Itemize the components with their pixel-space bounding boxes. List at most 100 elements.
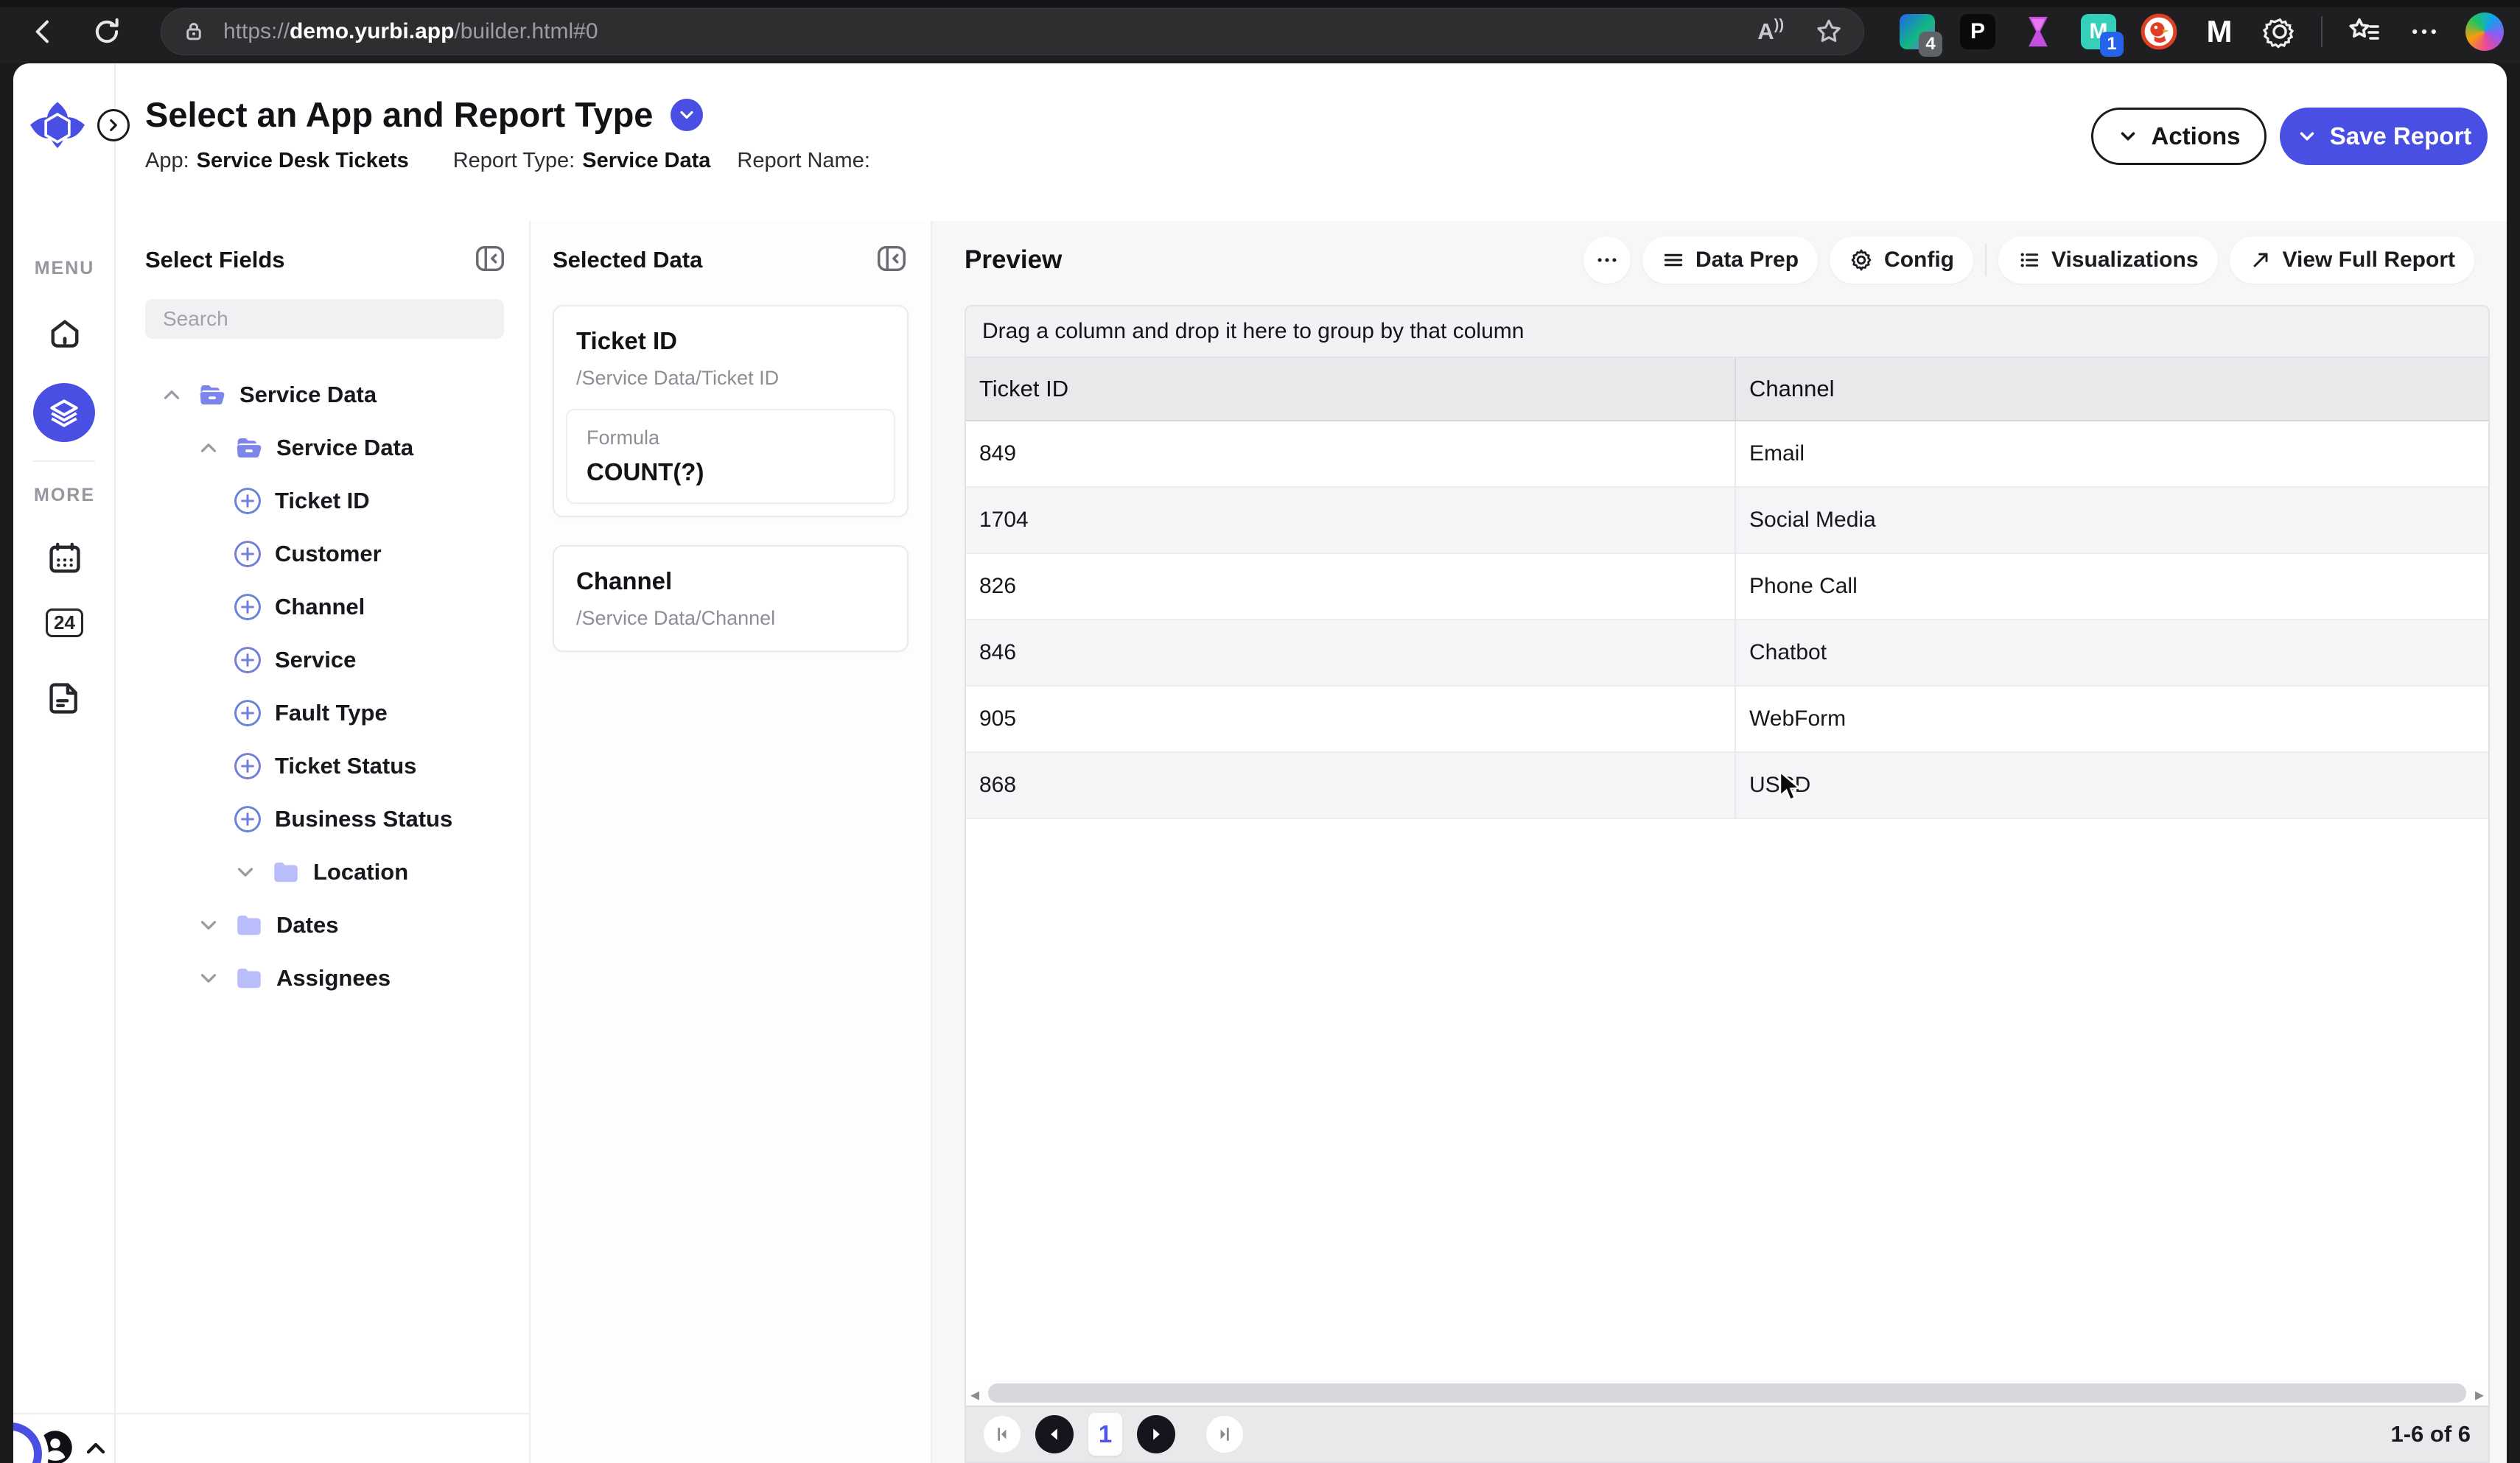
tree-item-fault-type[interactable]: Fault Type (132, 687, 507, 740)
plus-icon[interactable] (232, 804, 263, 835)
chevron-right-icon (110, 119, 117, 132)
mouse-cursor (1779, 771, 1802, 801)
tree-item-customer[interactable]: Customer (132, 527, 507, 580)
preview-grid: Drag a column and drop it here to group … (965, 305, 2490, 1463)
tree-item-business-status[interactable]: Business Status (132, 793, 507, 846)
collapse-panel-button[interactable] (473, 242, 507, 279)
plus-icon[interactable] (232, 645, 263, 676)
config-button[interactable]: Config (1830, 236, 1973, 284)
sidebar-item-reports[interactable] (13, 679, 116, 718)
tree-item-channel[interactable]: Channel (132, 580, 507, 634)
view-full-report-button[interactable]: View Full Report (2229, 236, 2474, 284)
column-header-channel[interactable]: Channel (1735, 358, 2488, 420)
favorites-list-icon[interactable] (2345, 13, 2383, 51)
tree-item-label: Ticket Status (275, 753, 417, 779)
visualizations-button[interactable]: Visualizations (1998, 236, 2218, 284)
actions-button[interactable]: Actions (2091, 108, 2267, 165)
plus-icon[interactable] (232, 698, 263, 729)
table-row[interactable]: 826 Phone Call (966, 554, 2488, 620)
selected-field-path: /Service Data/Channel (576, 607, 776, 629)
list-icon (2020, 253, 2039, 267)
plus-icon[interactable] (232, 592, 263, 622)
badge-24-icon: 24 (46, 608, 83, 637)
sidebar-item-home[interactable] (13, 315, 116, 354)
extension-m-icon[interactable]: M 1 (2079, 13, 2124, 57)
extension-malwarebytes-icon[interactable]: M (2206, 14, 2233, 49)
browser-refresh-button[interactable] (85, 10, 128, 53)
sidebar-item-builder-active[interactable] (33, 383, 95, 442)
sidebar-menu-label: MENU (34, 258, 95, 278)
tree-item-service-data[interactable]: Service Data (132, 421, 507, 474)
read-aloud-icon[interactable]: A)) (1757, 17, 1784, 44)
tree-item-label: Channel (275, 594, 365, 620)
chevron-up-icon[interactable] (195, 435, 222, 461)
save-report-button[interactable]: Save Report (2280, 108, 2488, 165)
tree-item-ticket-id[interactable]: Ticket ID (132, 474, 507, 527)
collapse-header-button[interactable] (97, 109, 130, 141)
tree-item-service[interactable]: Service (132, 634, 507, 687)
cell-ticket-id: 868 (979, 773, 1017, 797)
scrollbar-thumb[interactable] (988, 1383, 2466, 1403)
tree-item-label: Customer (275, 541, 382, 566)
more-options-button[interactable] (1583, 236, 1631, 284)
extension-badge: 4 (1919, 32, 1942, 57)
scroll-right-icon[interactable]: ▸ (2474, 1385, 2484, 1405)
table-row[interactable]: 1704 Social Media (966, 488, 2488, 554)
tree-item-service-data[interactable]: Service Data (132, 368, 507, 421)
table-row[interactable]: 905 WebForm (966, 687, 2488, 753)
lock-icon (186, 23, 201, 41)
extension-gradient-icon[interactable]: 4 (1898, 13, 1942, 57)
extension-gear-icon[interactable] (2261, 13, 2299, 51)
collapse-panel-button[interactable] (875, 242, 909, 279)
formula-box[interactable]: Formula COUNT(?) (566, 409, 895, 504)
previous-page-button[interactable] (1035, 1415, 1074, 1453)
preview-title: Preview (965, 245, 1063, 274)
extension-duck-icon[interactable] (2140, 13, 2178, 51)
chevron-up-icon[interactable] (158, 382, 185, 408)
sidebar-item-calendar[interactable] (13, 539, 116, 578)
sidebar-item-24hr[interactable]: 24 (13, 608, 116, 637)
copilot-icon[interactable] (2465, 13, 2504, 51)
scroll-left-icon[interactable]: ◂ (970, 1385, 980, 1405)
first-page-button[interactable] (984, 1416, 1021, 1453)
extension-p-icon[interactable]: P (1959, 13, 1997, 51)
tree-item-assignees[interactable]: Assignees (132, 952, 507, 1005)
search-input[interactable] (145, 299, 504, 339)
tree-item-location[interactable]: Location (132, 846, 507, 899)
table-row[interactable]: 868 USSD (966, 753, 2488, 819)
group-by-dropzone[interactable]: Drag a column and drop it here to group … (966, 306, 2488, 358)
column-header-ticket-id[interactable]: Ticket ID (979, 376, 1069, 401)
tree-item-label: Dates (276, 912, 339, 938)
yurbi-logo[interactable] (28, 100, 87, 159)
current-page-indicator[interactable]: 1 (1088, 1413, 1122, 1456)
tree-item-ticket-status[interactable]: Ticket Status (132, 740, 507, 793)
plus-icon[interactable] (232, 485, 263, 516)
next-page-button[interactable] (1137, 1415, 1175, 1453)
account-button[interactable] (36, 1428, 74, 1463)
tree-item-dates[interactable]: Dates (132, 899, 507, 952)
extension-hourglass-icon[interactable] (2019, 13, 2057, 51)
last-page-button[interactable] (1206, 1416, 1243, 1453)
chevron-down-icon[interactable] (195, 965, 222, 992)
favorite-star-icon[interactable] (1813, 16, 1844, 47)
preview-toolbar: Data Prep Config Visualizations (1583, 236, 2474, 284)
row-range-label: 1-6 of 6 (2390, 1421, 2471, 1447)
table-row[interactable]: 846 Chatbot (966, 620, 2488, 687)
plus-icon[interactable] (232, 751, 263, 782)
selected-field-card[interactable]: Ticket ID /Service Data/Ticket ID Formul… (553, 305, 909, 517)
sidebar-collapse-button[interactable] (81, 1434, 111, 1463)
refresh-icon (95, 18, 119, 43)
chevron-down-icon[interactable] (195, 912, 222, 939)
chevron-down-icon[interactable] (232, 859, 259, 885)
address-bar[interactable]: https://demo.yurbi.app/builder.html#0 A)… (161, 8, 1864, 55)
url-text: https://demo.yurbi.app/builder.html#0 (223, 19, 598, 43)
browser-menu-icon[interactable] (2405, 13, 2443, 51)
browser-back-button[interactable] (22, 10, 65, 53)
horizontal-scrollbar[interactable]: ◂ ▸ (966, 1380, 2488, 1406)
selected-field-card[interactable]: Channel /Service Data/Channel (553, 545, 909, 652)
report-type-value: Service Data (582, 149, 711, 172)
plus-icon[interactable] (232, 538, 263, 569)
data-prep-button[interactable]: Data Prep (1642, 236, 1819, 284)
table-row[interactable]: 849 Email (966, 421, 2488, 488)
title-dropdown-button[interactable] (671, 98, 704, 131)
